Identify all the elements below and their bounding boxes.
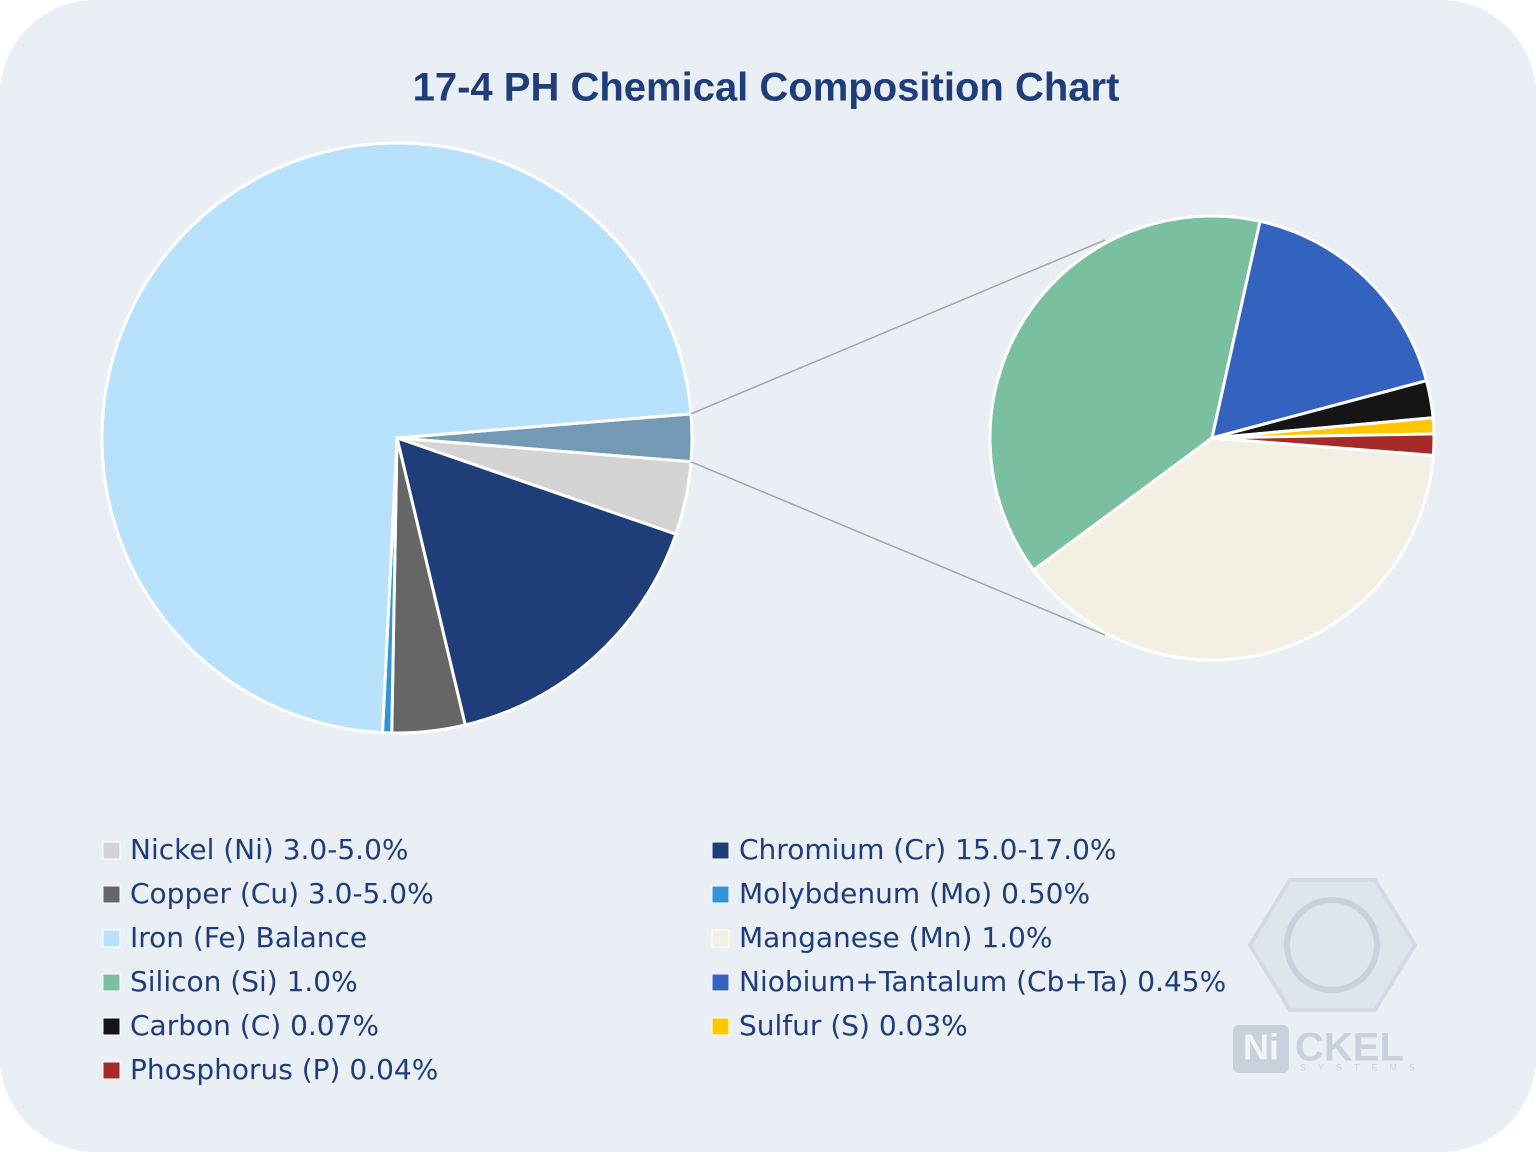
connector-line [690,461,1106,636]
legend-swatch [102,885,121,904]
legend-label: Nickel (Ni) 3.0-5.0% [130,833,408,866]
logo-tagline: SYSTEMS [1300,1062,1427,1072]
pie-slice [100,141,693,735]
legend-label: Molybdenum (Mo) 0.50% [739,877,1090,910]
legend-label: Copper (Cu) 3.0-5.0% [130,877,434,910]
legend-swatch [102,973,121,992]
logo: Ni CKEL SYSTEMS [1233,878,1427,1073]
pie-slice [1031,436,1435,662]
connector-line [690,239,1106,415]
chart-title: 17-4 PH Chemical Composition Chart [413,66,1120,110]
legend-label: Chromium (Cr) 15.0-17.0% [739,833,1117,866]
legend-swatch [711,929,730,948]
legend-swatch [102,929,121,948]
logo-hex [1247,878,1418,1012]
legend-swatch [711,885,730,904]
logo-box [1233,1025,1289,1073]
legend-label: Phosphorus (P) 0.04% [130,1053,438,1086]
legend-label: Niobium+Tantalum (Cb+Ta) 0.45% [739,965,1226,998]
legend-swatch [711,1017,730,1036]
legend-swatch [102,1061,121,1080]
legend-swatch [102,841,121,860]
logo-mark: Ni [1243,1027,1279,1068]
legend-swatch [102,1017,121,1036]
legend-swatch [711,841,730,860]
legend-label: Manganese (Mn) 1.0% [739,921,1052,954]
legend-label: Silicon (Si) 1.0% [130,965,358,998]
legend-swatch [711,973,730,992]
pie-slice [988,214,1262,573]
logo-ring [1284,897,1380,993]
pie-slice [1210,219,1429,441]
legend-label: Carbon (C) 0.07% [130,1009,379,1042]
pie-slice [394,435,678,727]
legend-label: Iron (Fe) Balance [130,921,367,954]
legend-label: Sulfur (S) 0.03% [739,1009,968,1042]
logo-name: CKEL [1295,1026,1404,1070]
pie-slice [1211,432,1436,458]
